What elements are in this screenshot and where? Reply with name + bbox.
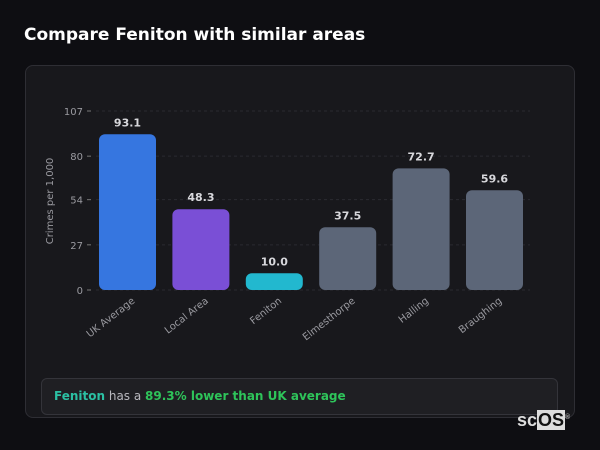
y-tick-label: 27	[70, 241, 83, 252]
data-label: 59.6	[481, 172, 508, 185]
summary-area: Feniton	[54, 389, 106, 403]
bar-feniton[interactable]	[245, 273, 303, 290]
scos-logo: scOS®	[517, 410, 571, 430]
y-axis-label: Crimes per 1,000	[45, 158, 56, 245]
page-title: Compare Feniton with similar areas	[24, 25, 366, 45]
x-tick-label: UK Average	[85, 296, 138, 340]
x-tick-label: Feniton	[248, 296, 284, 327]
bar-halling[interactable]	[392, 168, 450, 290]
summary-comparison: 89.3% lower than UK average	[145, 389, 346, 403]
bar-braughing[interactable]	[466, 190, 523, 290]
y-tick-label: 0	[77, 286, 83, 297]
data-label: 48.3	[187, 191, 214, 204]
y-tick-label: 54	[70, 196, 83, 207]
bar-local-area[interactable]	[172, 209, 230, 290]
summary-box: Feniton has a 89.3% lower than UK averag…	[41, 378, 558, 415]
y-tick-label: 80	[70, 152, 83, 163]
data-label: 93.1	[114, 116, 141, 129]
x-tick-label: Braughing	[457, 296, 504, 336]
x-tick-label: Halling	[397, 296, 431, 326]
data-label: 10.0	[261, 255, 288, 268]
bar-uk-average[interactable]	[99, 134, 156, 290]
data-label: 72.7	[408, 150, 435, 163]
data-label: 37.5	[334, 209, 361, 222]
x-tick-label: Elmesthorpe	[301, 296, 358, 344]
summary-middle: has a	[105, 389, 146, 403]
bar-elmesthorpe[interactable]	[319, 227, 377, 290]
y-tick-label: 107	[64, 107, 83, 118]
x-tick-label: Local Area	[163, 296, 211, 337]
